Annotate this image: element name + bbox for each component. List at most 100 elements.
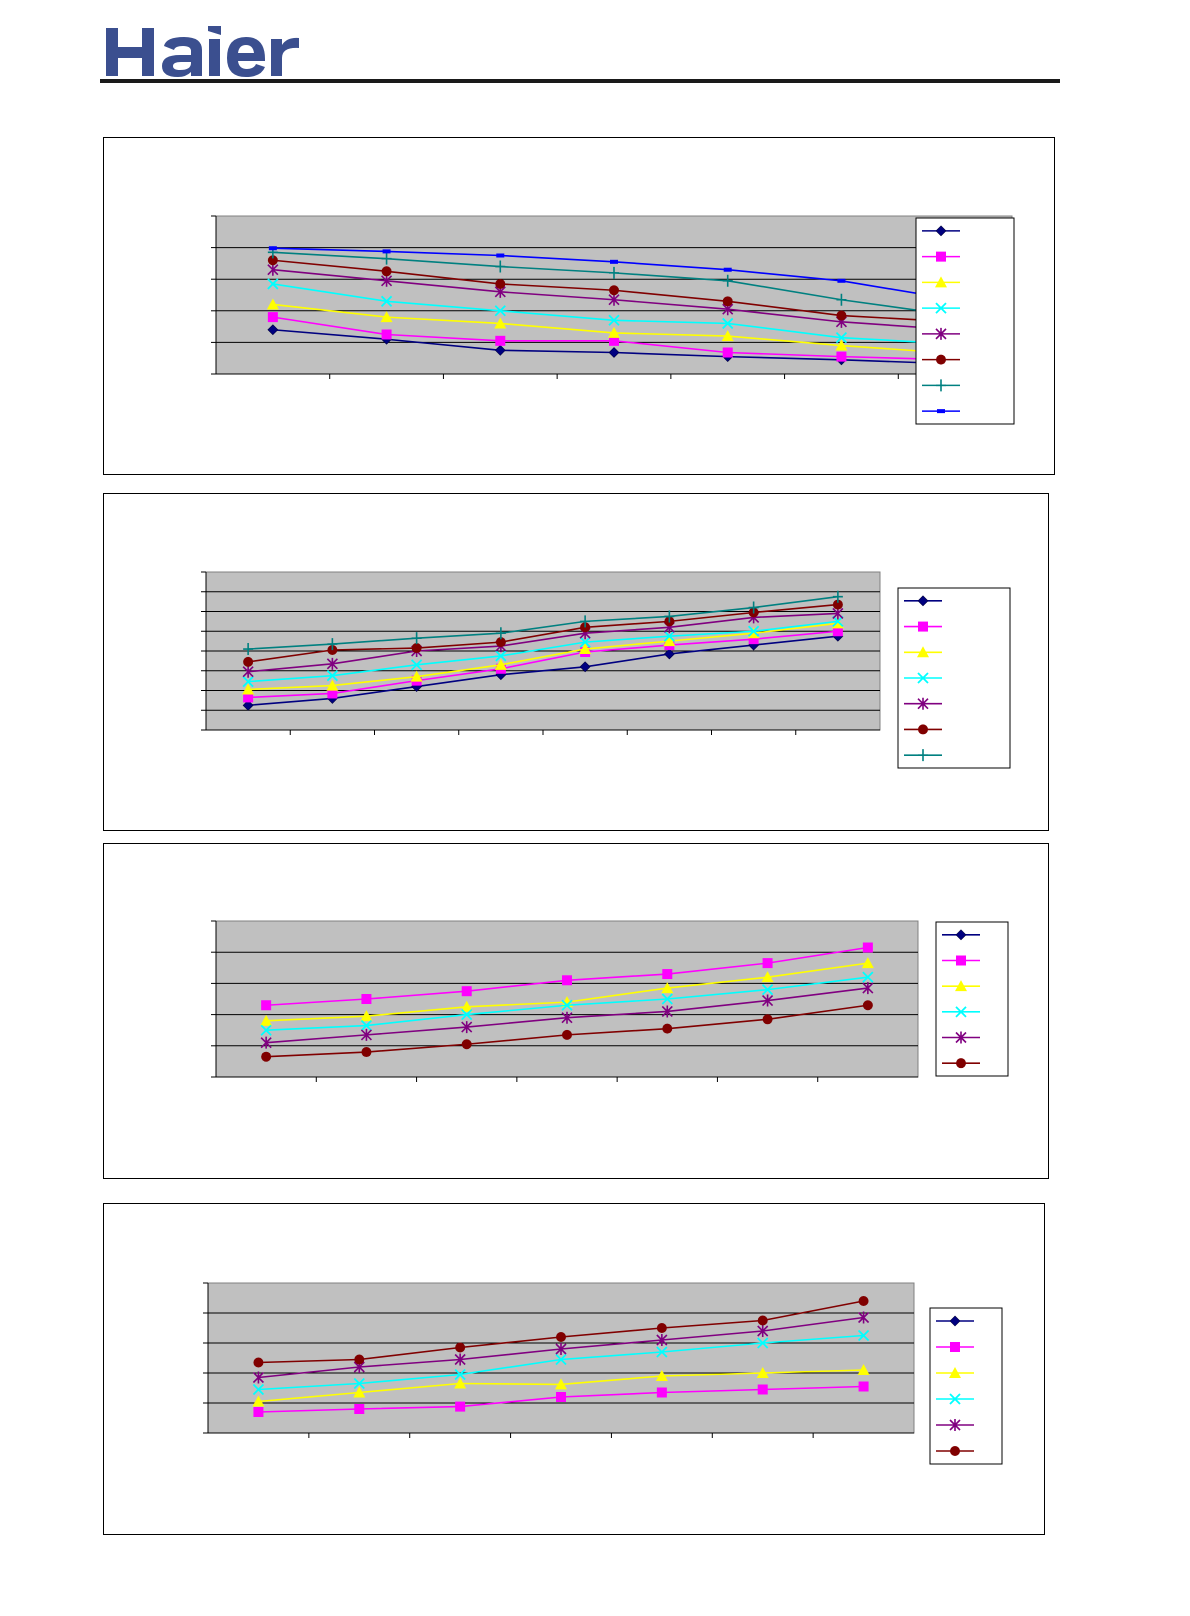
data-point xyxy=(360,1028,372,1041)
data-point xyxy=(381,274,393,287)
data-point xyxy=(661,982,674,994)
data-point xyxy=(555,1378,567,1390)
series-line xyxy=(248,630,838,699)
data-point xyxy=(260,1024,272,1036)
legend-entry-3 xyxy=(942,980,980,992)
header-rule xyxy=(100,79,1060,83)
data-point xyxy=(361,1047,372,1058)
data-point xyxy=(360,1019,373,1032)
legend xyxy=(929,1307,1003,1465)
legend-marker xyxy=(935,302,947,314)
data-point xyxy=(722,274,733,287)
chart-panel-3 xyxy=(103,843,1049,1179)
data-point xyxy=(655,1370,668,1381)
axes xyxy=(211,215,1012,379)
series-1 xyxy=(261,942,873,1011)
series-5 xyxy=(253,1296,869,1368)
data-point xyxy=(495,335,506,346)
data-point xyxy=(260,1014,273,1026)
legend-entry-4 xyxy=(922,302,960,314)
data-point xyxy=(494,305,506,317)
chart-panel-4 xyxy=(103,1203,1045,1535)
legend-marker xyxy=(955,929,967,941)
data-point xyxy=(663,648,675,660)
data-point xyxy=(243,656,254,667)
series-4 xyxy=(242,615,844,688)
data-point xyxy=(858,1311,870,1324)
legend-marker xyxy=(936,251,946,262)
legend-entry-3 xyxy=(904,646,942,658)
data-point xyxy=(762,994,774,1007)
data-point xyxy=(661,1005,673,1018)
data-point xyxy=(494,658,507,670)
data-point xyxy=(747,625,760,637)
data-point xyxy=(862,971,874,983)
data-point xyxy=(722,317,734,330)
series-2 xyxy=(252,1364,870,1407)
plot-area xyxy=(207,1282,915,1434)
data-point xyxy=(562,1029,572,1040)
data-point xyxy=(353,1386,366,1398)
data-point xyxy=(561,1011,573,1024)
legend-entry-2 xyxy=(942,955,980,966)
data-point xyxy=(455,1401,466,1412)
data-point xyxy=(835,339,848,351)
legend-marker xyxy=(956,955,966,966)
data-point xyxy=(757,1315,768,1326)
data-point xyxy=(454,1377,467,1389)
legend-entry-8 xyxy=(922,409,960,414)
data-point xyxy=(496,253,505,258)
data-point xyxy=(861,957,874,969)
data-point xyxy=(610,259,618,264)
legend-marker xyxy=(949,1419,961,1431)
data-point xyxy=(761,971,774,983)
data-point xyxy=(381,329,392,340)
line-chart-4 xyxy=(203,1282,1003,1465)
data-point xyxy=(354,1404,365,1414)
legend-entry-7 xyxy=(922,379,960,392)
data-point xyxy=(832,599,843,610)
gridlines xyxy=(208,1312,914,1404)
series-7 xyxy=(243,590,843,656)
data-point xyxy=(832,590,843,603)
data-point xyxy=(243,643,254,656)
data-point xyxy=(858,1381,869,1392)
legend-entry-6 xyxy=(936,1446,974,1456)
data-point xyxy=(858,1296,869,1306)
data-point xyxy=(609,335,619,346)
legend-marker xyxy=(918,621,928,632)
data-point xyxy=(748,634,759,645)
data-point xyxy=(857,1364,870,1375)
line-chart-2 xyxy=(201,571,1011,769)
chart-panel-1 xyxy=(103,137,1055,475)
legend-marker xyxy=(935,225,947,237)
legend-entry-1 xyxy=(936,1315,974,1327)
data-point xyxy=(722,347,733,358)
legend-marker xyxy=(949,1393,961,1405)
data-point xyxy=(579,661,591,673)
data-point xyxy=(381,266,392,277)
data-point xyxy=(756,1367,769,1378)
data-point xyxy=(862,982,874,995)
data-point xyxy=(266,298,279,310)
data-point xyxy=(380,295,393,307)
data-point xyxy=(267,324,279,336)
legend-entry-4 xyxy=(904,672,942,684)
data-point xyxy=(836,310,847,321)
data-point xyxy=(757,1384,768,1395)
haier-logo xyxy=(106,26,299,77)
legend-marker xyxy=(949,1315,961,1327)
data-point xyxy=(495,278,506,289)
legend-entry-5 xyxy=(922,327,960,340)
data-point xyxy=(242,699,254,711)
axes xyxy=(201,571,880,735)
line-chart-3 xyxy=(211,920,1009,1082)
data-point xyxy=(267,255,278,266)
legend-entry-5 xyxy=(904,697,942,710)
legend-marker xyxy=(935,276,947,288)
legend-box xyxy=(935,921,1009,1077)
legend-marker xyxy=(917,697,929,710)
series-line xyxy=(248,622,838,691)
legend-marker xyxy=(949,1367,961,1378)
legend-entry-3 xyxy=(922,276,960,288)
